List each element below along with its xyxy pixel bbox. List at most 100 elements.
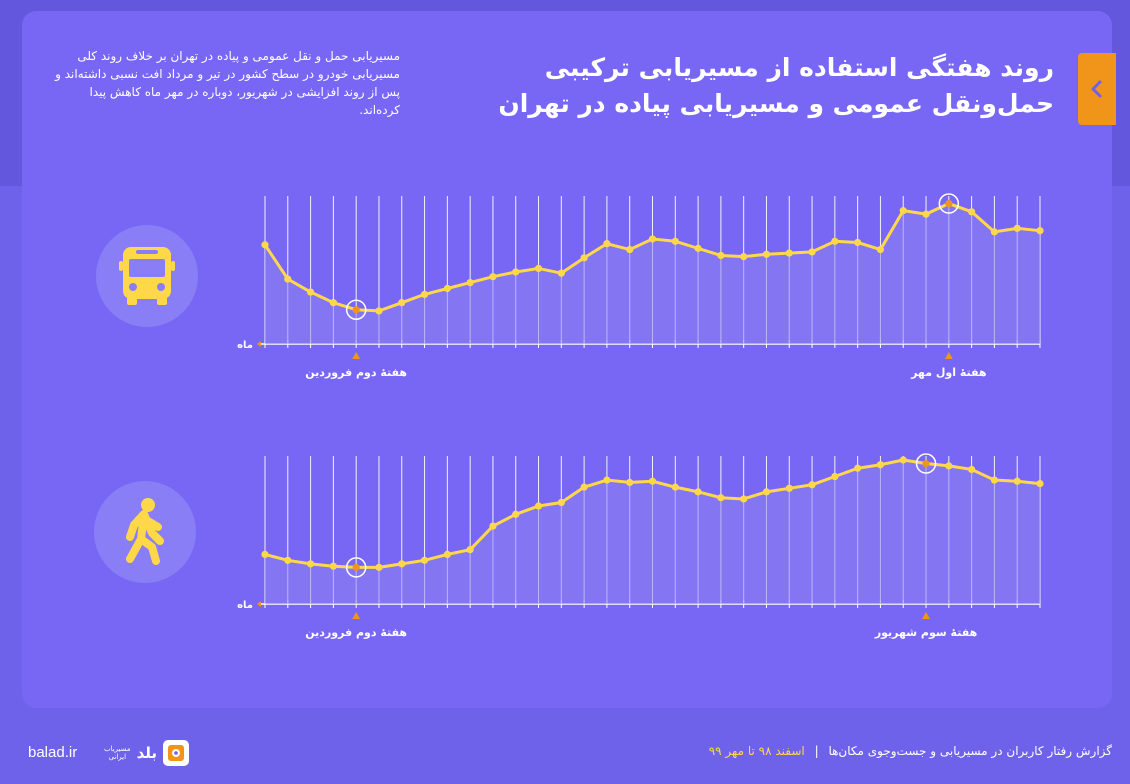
brand-logo: مسیریاب ایرانی بلد	[104, 738, 190, 768]
data-point	[512, 510, 520, 518]
data-point	[352, 563, 360, 571]
data-point	[990, 476, 999, 484]
data-point	[945, 462, 953, 470]
data-point	[899, 456, 907, 464]
data-point	[375, 563, 383, 571]
report-title: گزارش رفتار کاربران در مسیریابی و جست‌وج…	[828, 744, 1112, 758]
data-point	[945, 199, 953, 208]
brand-word: بلد	[136, 744, 158, 762]
brand-mark-icon	[163, 740, 190, 766]
data-point	[329, 299, 337, 307]
data-point	[922, 210, 930, 218]
data-point	[489, 273, 497, 281]
bus-icon	[119, 247, 175, 305]
data-point	[420, 290, 429, 298]
data-point	[261, 241, 269, 249]
data-point	[580, 254, 588, 262]
data-point	[1036, 480, 1044, 488]
data-point	[854, 464, 862, 472]
data-point	[1036, 227, 1044, 235]
axis-arrow	[257, 601, 261, 607]
data-point	[762, 250, 771, 258]
series-area	[265, 460, 1040, 604]
data-point	[694, 244, 702, 252]
data-point	[534, 502, 543, 510]
brand-tagline-1: مسیریاب	[104, 745, 131, 753]
data-point	[740, 253, 748, 261]
data-point	[261, 550, 269, 558]
brand-tagline-2: ایرانی	[108, 753, 127, 761]
data-point	[375, 307, 383, 315]
data-point	[352, 306, 360, 314]
data-point	[671, 483, 679, 491]
data-point	[922, 459, 930, 468]
data-point	[808, 248, 816, 256]
highlight-label: هفتهٔ اول مهر	[910, 366, 986, 379]
description-text: مسیریابی حمل و نقل عمومی و پیاده در تهرا…	[55, 49, 400, 117]
data-point	[626, 245, 634, 254]
x-axis-label: ماه	[237, 340, 253, 351]
data-point	[398, 560, 406, 568]
data-point	[808, 481, 816, 489]
data-point	[785, 484, 793, 492]
highlight-label: هفتهٔ دوم فروردین	[305, 626, 407, 639]
data-point	[717, 494, 725, 502]
data-point	[968, 208, 976, 216]
footer-separator: |	[814, 744, 819, 758]
data-point	[899, 207, 907, 215]
data-point	[876, 461, 885, 469]
data-point	[831, 237, 839, 245]
page-title: روند هفتگی استفاده از مسیریابی ترکیبی حم…	[494, 50, 1054, 122]
highlight-ring	[345, 299, 367, 320]
data-point	[740, 495, 748, 503]
public-transit-chart: ماه هفتهٔ دوم فروردین هفتهٔ اول مهر	[237, 193, 1044, 379]
data-point	[306, 288, 315, 296]
data-point	[557, 269, 565, 277]
title-line-2: حمل‌ونقل عمومی و مسیریابی پیاده در تهران	[498, 89, 1054, 118]
data-point	[329, 562, 337, 570]
axis-arrow	[257, 341, 261, 347]
data-point	[603, 240, 611, 248]
data-point	[671, 237, 679, 245]
title-line-1: روند هفتگی استفاده از مسیریابی ترکیبی	[544, 53, 1054, 82]
bus-badge	[96, 225, 198, 327]
highlight-marker	[352, 352, 361, 359]
data-point	[489, 522, 497, 530]
data-point	[420, 556, 429, 564]
data-point	[466, 546, 474, 554]
highlight-marker	[922, 612, 931, 619]
back-button[interactable]	[1078, 53, 1116, 125]
data-point	[694, 488, 702, 496]
data-point	[1013, 477, 1021, 485]
series-area	[265, 203, 1040, 344]
chevron-left-icon	[1091, 80, 1102, 98]
report-date-range: اسفند ۹۸ تا مهر ۹۹	[708, 744, 805, 758]
highlight-ring	[345, 557, 367, 578]
data-point	[831, 472, 839, 481]
x-axis-label: ماه	[237, 600, 253, 611]
data-point	[626, 478, 634, 487]
data-point	[557, 498, 565, 507]
brand-url[interactable]: balad.ir	[28, 744, 78, 761]
pedestrian-badge	[94, 481, 196, 583]
data-point	[785, 249, 793, 257]
pedestrian-icon	[126, 498, 164, 565]
data-point	[466, 279, 474, 287]
data-point	[512, 268, 520, 276]
data-point	[648, 477, 657, 485]
data-point	[284, 556, 292, 564]
data-point	[1013, 224, 1021, 232]
data-point	[580, 483, 588, 491]
highlight-ring	[915, 453, 937, 474]
data-point	[876, 245, 885, 254]
data-point	[443, 550, 451, 558]
highlight-marker	[944, 352, 953, 359]
highlight-label: هفتهٔ سوم شهریور	[874, 626, 977, 639]
data-point	[648, 235, 657, 243]
highlight-label: هفتهٔ دوم فروردین	[305, 366, 407, 379]
pedestrian-chart: ماه هفتهٔ دوم فروردین هفتهٔ سوم شهریور	[237, 453, 1044, 639]
data-point	[854, 238, 862, 247]
highlight-ring	[938, 193, 960, 214]
data-point	[762, 488, 771, 496]
highlight-marker	[352, 612, 361, 619]
